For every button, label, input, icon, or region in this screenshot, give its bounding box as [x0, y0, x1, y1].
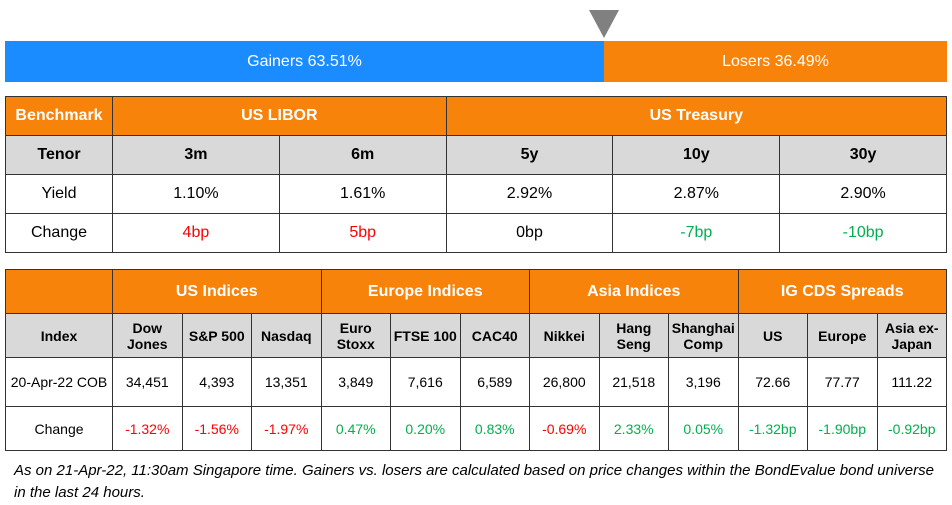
index-change: -1.56% [181, 406, 252, 451]
ig-cds-header: IG CDS Spreads [737, 269, 947, 314]
yield-cell: 2.87% [612, 174, 781, 214]
index-value: 7,616 [390, 357, 461, 407]
rates-change-row: Change 4bp 5bp 0bp -7bp -10bp [5, 213, 947, 253]
us-libor-header: US LIBOR [112, 96, 447, 136]
rates-table: Benchmark US LIBOR US Treasury Tenor 3m … [5, 96, 948, 253]
tenor-cell: 10y [612, 135, 781, 175]
index-value: 13,351 [251, 357, 322, 407]
tenor-label: Tenor [5, 135, 113, 175]
yield-cell: 2.92% [445, 174, 614, 214]
index-value: 77.77 [807, 357, 878, 407]
gainers-segment: Gainers 63.51% [5, 41, 604, 82]
gainers-losers-bar: Gainers 63.51% Losers 36.49% [5, 41, 947, 82]
tenor-cell: 6m [278, 135, 447, 175]
index-name: Nasdaq [251, 313, 322, 358]
index-change: 0.47% [320, 406, 391, 451]
index-label: Index [5, 313, 113, 358]
change-cell: -10bp [779, 213, 947, 253]
yield-row: Yield 1.10% 1.61% 2.92% 2.87% 2.90% [5, 174, 947, 214]
indices-group-row: US Indices Europe Indices Asia Indices I… [5, 269, 947, 314]
rates-header-row: Benchmark US LIBOR US Treasury [5, 96, 948, 136]
index-value: 26,800 [529, 357, 600, 407]
change-cell: 5bp [278, 213, 447, 253]
index-value: 3,196 [668, 357, 739, 407]
index-name: Hang Seng [598, 313, 669, 358]
index-change: -1.32% [112, 406, 183, 451]
index-value: 72.66 [737, 357, 808, 407]
yield-cell: 2.90% [779, 174, 947, 214]
index-change: -0.69% [529, 406, 600, 451]
index-name: S&P 500 [181, 313, 252, 358]
index-value: 111.22 [876, 357, 947, 407]
index-name: FTSE 100 [390, 313, 461, 358]
tenor-row: Tenor 3m 6m 5y 10y 30y [5, 135, 947, 175]
tenor-cell: 3m [112, 135, 280, 175]
change-label: Change [5, 406, 113, 451]
index-value: 34,451 [112, 357, 183, 407]
footnote: As on 21-Apr-22, 11:30am Singapore time.… [14, 462, 934, 501]
index-value: 21,518 [598, 357, 669, 407]
europe-indices-header: Europe Indices [320, 269, 530, 314]
change-label: Change [5, 213, 113, 253]
asia-indices-header: Asia Indices [529, 269, 739, 314]
index-name: Euro Stoxx [320, 313, 391, 358]
index-name: Dow Jones [112, 313, 183, 358]
benchmark-header: Benchmark [5, 96, 113, 136]
index-name: Europe [807, 313, 878, 358]
index-value: 4,393 [181, 357, 252, 407]
index-change: -1.32bp [737, 406, 808, 451]
index-change: -0.92bp [876, 406, 947, 451]
yield-cell: 1.10% [112, 174, 280, 214]
yield-cell: 1.61% [278, 174, 447, 214]
index-name: Nikkei [529, 313, 600, 358]
index-name: US [737, 313, 808, 358]
date-label: 20-Apr-22 COB [5, 357, 113, 407]
index-names-row: Index Dow Jones S&P 500 Nasdaq Euro Stox… [5, 313, 947, 358]
index-values-row: 20-Apr-22 COB 34,451 4,393 13,351 3,849 … [5, 357, 947, 407]
index-change: 0.20% [390, 406, 461, 451]
us-indices-header: US Indices [112, 269, 322, 314]
index-change: 0.05% [668, 406, 739, 451]
losers-segment: Losers 36.49% [604, 41, 947, 82]
change-cell: 0bp [445, 213, 614, 253]
us-treasury-header: US Treasury [445, 96, 948, 136]
index-name: CAC40 [459, 313, 530, 358]
change-cell: -7bp [612, 213, 781, 253]
tenor-cell: 30y [779, 135, 947, 175]
index-name: Asia ex-Japan [876, 313, 947, 358]
index-value: 6,589 [459, 357, 530, 407]
blank-header [5, 269, 113, 314]
index-change: 0.83% [459, 406, 530, 451]
index-change: 2.33% [598, 406, 669, 451]
index-name: Shanghai Comp [668, 313, 739, 358]
indices-table: US Indices Europe Indices Asia Indices I… [5, 269, 947, 451]
yield-label: Yield [5, 174, 113, 214]
index-value: 3,849 [320, 357, 391, 407]
breadth-pointer-icon [589, 10, 619, 38]
index-change: -1.90bp [807, 406, 878, 451]
change-cell: 4bp [112, 213, 280, 253]
index-change-row: Change -1.32% -1.56% -1.97% 0.47% 0.20% … [5, 406, 947, 451]
index-change: -1.97% [251, 406, 322, 451]
tenor-cell: 5y [445, 135, 614, 175]
